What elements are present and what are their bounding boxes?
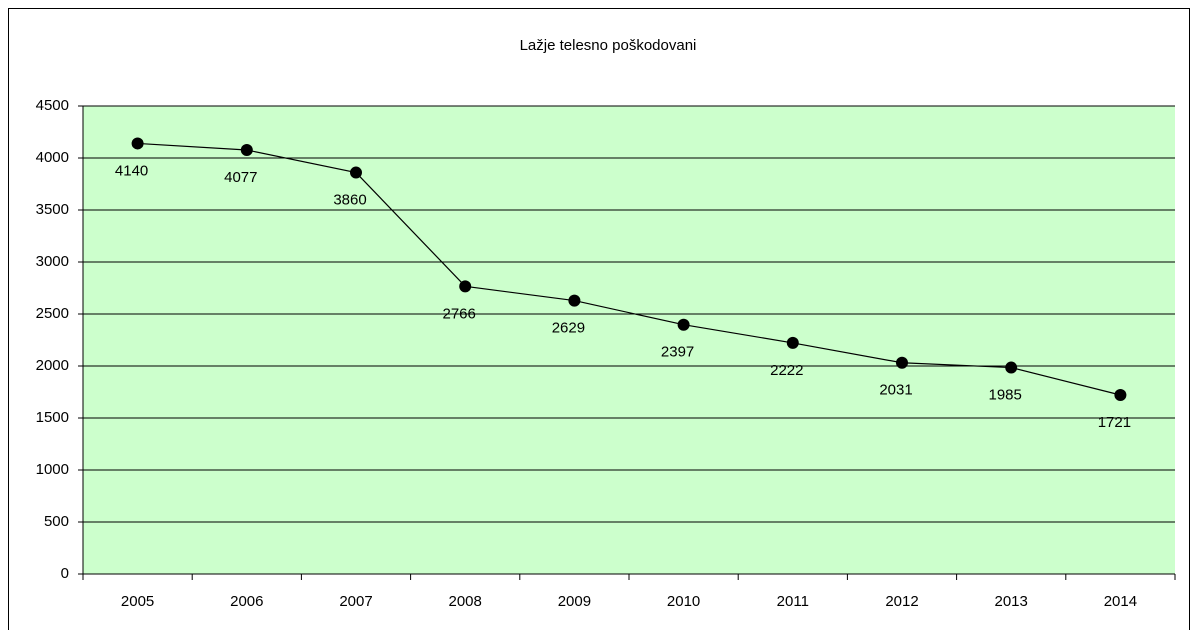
y-tick-label: 3500 bbox=[36, 201, 69, 218]
data-point bbox=[677, 318, 690, 331]
data-label: 1985 bbox=[989, 387, 1022, 404]
y-tick-label: 3000 bbox=[36, 253, 69, 270]
data-label: 2222 bbox=[770, 362, 803, 379]
x-tick-label: 2010 bbox=[667, 593, 700, 610]
x-tick-label: 2006 bbox=[230, 593, 263, 610]
y-tick-label: 500 bbox=[44, 513, 69, 530]
data-point bbox=[131, 137, 144, 150]
line-series bbox=[137, 142, 1121, 396]
data-label: 4140 bbox=[115, 162, 148, 179]
x-tick-label: 2014 bbox=[1104, 593, 1137, 610]
data-label: 1721 bbox=[1098, 414, 1131, 431]
data-point bbox=[786, 336, 799, 349]
x-tick-label: 2005 bbox=[121, 593, 154, 610]
x-tick-label: 2008 bbox=[449, 593, 482, 610]
data-point bbox=[459, 280, 472, 293]
data-point bbox=[1005, 361, 1018, 374]
x-tick-label: 2012 bbox=[885, 593, 918, 610]
y-tick-label: 1000 bbox=[36, 461, 69, 478]
data-point bbox=[240, 143, 253, 156]
x-tick-label: 2013 bbox=[995, 593, 1028, 610]
x-tick-label: 2007 bbox=[339, 593, 372, 610]
data-label: 2397 bbox=[661, 344, 694, 361]
plot-area bbox=[83, 106, 1175, 574]
data-point bbox=[1114, 389, 1127, 402]
y-tick-label: 1500 bbox=[36, 409, 69, 426]
x-tick-label: 2009 bbox=[558, 593, 591, 610]
y-tick-label: 2500 bbox=[36, 305, 69, 322]
data-point bbox=[350, 166, 362, 179]
data-label: 2766 bbox=[443, 305, 476, 322]
data-point bbox=[568, 294, 581, 307]
y-tick-label: 4500 bbox=[36, 97, 69, 114]
data-label: 2031 bbox=[879, 382, 912, 399]
data-point bbox=[896, 356, 908, 369]
x-tick-label: 2011 bbox=[777, 593, 809, 610]
data-label: 2629 bbox=[552, 320, 585, 337]
chart-title: Lažje telesno poškodovani bbox=[520, 37, 697, 54]
y-tick-label: 2000 bbox=[36, 357, 69, 374]
data-label: 3860 bbox=[333, 192, 366, 209]
data-label: 4077 bbox=[224, 169, 257, 186]
y-tick-label: 0 bbox=[61, 565, 69, 582]
y-tick-label: 4000 bbox=[36, 149, 69, 166]
